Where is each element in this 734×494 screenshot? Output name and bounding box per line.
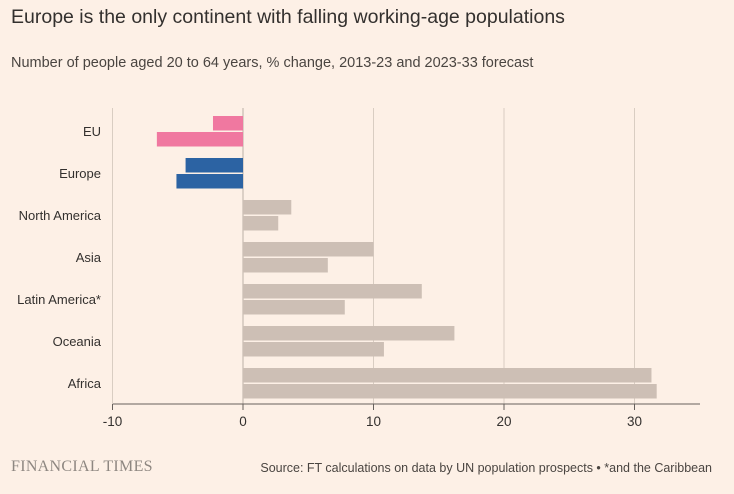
bar-africa-series-2 (243, 384, 657, 399)
category-label: Latin America* (17, 292, 101, 307)
bar-latin-america-series-2 (243, 300, 345, 315)
bar-africa-series-1 (243, 368, 652, 383)
category-label: Europe (59, 166, 101, 181)
x-tick-label: 20 (496, 414, 511, 429)
x-tick-label: 0 (239, 414, 247, 429)
category-label: Oceania (53, 334, 102, 349)
bar-asia-series-1 (243, 242, 374, 257)
category-label: EU (83, 124, 101, 139)
bar-oceania-series-2 (243, 342, 384, 357)
bar-oceania-series-1 (243, 326, 455, 341)
bar-latin-america-series-1 (243, 284, 422, 299)
chart-title: Europe is the only continent with fallin… (11, 6, 565, 28)
x-tick-label: -10 (103, 414, 123, 429)
ft-logo: FINANCIAL TIMES (11, 458, 153, 475)
category-label: Asia (76, 250, 102, 265)
bar-eu-series-2 (156, 132, 243, 147)
bar-europe-series-1 (185, 158, 243, 173)
bar-europe-series-2 (176, 174, 243, 189)
bar-asia-series-2 (243, 258, 328, 273)
bar-eu-series-1 (212, 116, 243, 131)
source-note: Source: FT calculations on data by UN po… (260, 461, 712, 475)
x-tick-label: 30 (627, 414, 642, 429)
category-label: Africa (68, 376, 102, 391)
x-tick-label: 10 (366, 414, 381, 429)
bar-north-america-series-2 (243, 216, 279, 231)
bar-north-america-series-1 (243, 200, 292, 215)
category-label: North America (19, 208, 102, 223)
chart-subtitle: Number of people aged 20 to 64 years, % … (11, 55, 534, 71)
